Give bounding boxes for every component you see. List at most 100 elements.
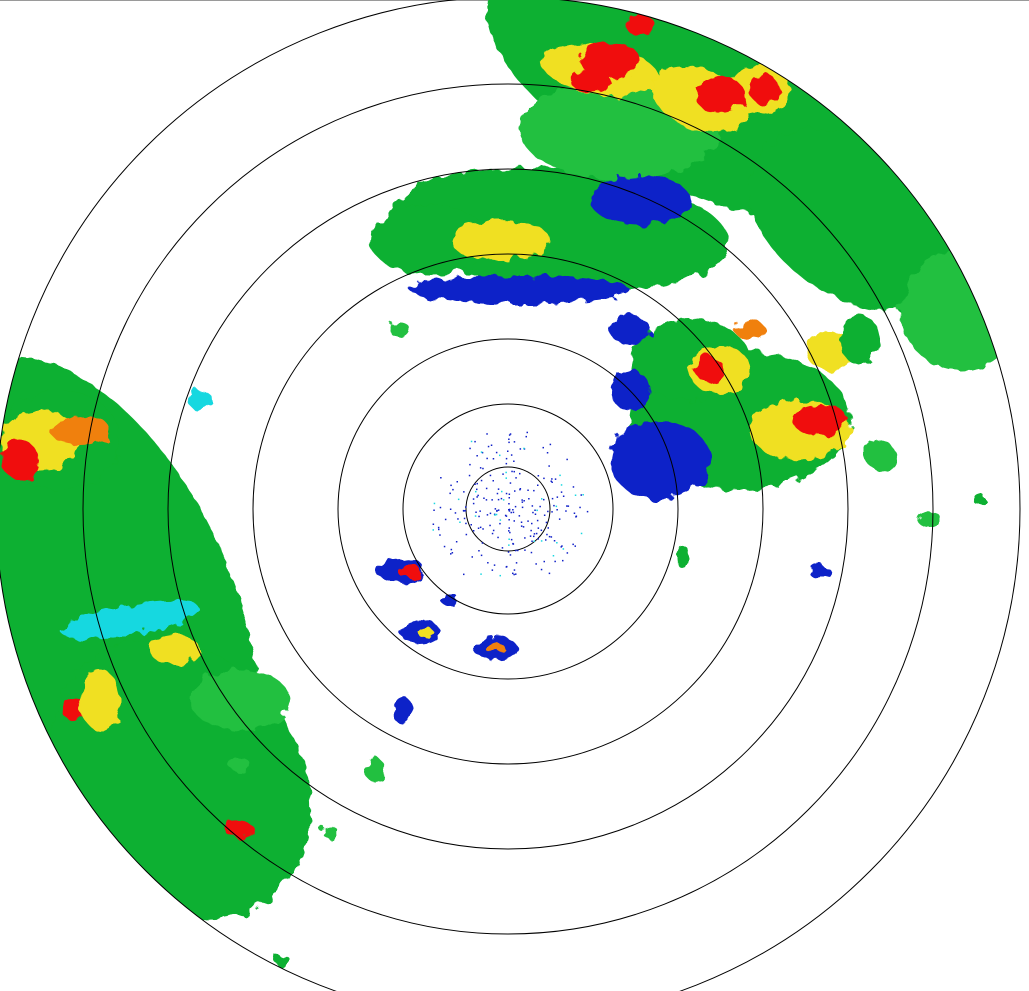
ground-clutter-speck: [508, 538, 510, 540]
ground-clutter-speck: [437, 526, 440, 529]
echo-heavy: [735, 320, 765, 340]
ground-clutter-speck: [572, 486, 575, 488]
ground-clutter-speck: [520, 525, 523, 527]
ground-clutter-speck: [481, 451, 484, 454]
ground-clutter-speck: [555, 505, 558, 508]
ground-clutter-speck: [471, 556, 473, 558]
ground-clutter-speck: [508, 503, 510, 505]
ground-clutter-speck: [553, 504, 555, 507]
echo-moderate-low: [365, 758, 385, 782]
ground-clutter-speck: [574, 545, 576, 547]
ground-clutter-speck: [476, 482, 478, 485]
ground-clutter-speck: [534, 509, 536, 511]
ground-clutter-speck: [472, 502, 475, 505]
ground-clutter-speck: [562, 548, 565, 550]
ground-clutter-speck: [480, 479, 483, 482]
ground-clutter-speck: [545, 539, 547, 541]
ground-clutter-speck: [489, 512, 492, 515]
ground-clutter-speck: [519, 488, 522, 490]
echo-intense: [750, 75, 780, 105]
ground-clutter-speck: [507, 450, 509, 452]
ground-clutter-speck: [546, 533, 548, 536]
ground-clutter-speck: [457, 498, 460, 501]
ground-clutter-speck: [553, 540, 556, 542]
ground-clutter-speck: [575, 515, 578, 517]
ground-clutter-speck: [463, 491, 465, 493]
ground-clutter-speck: [582, 494, 584, 496]
ground-clutter-speck: [513, 441, 516, 443]
ground-clutter-speck: [529, 535, 532, 537]
ground-clutter-speck: [495, 513, 498, 516]
ground-clutter-speck: [472, 498, 475, 500]
ground-clutter-speck: [487, 562, 489, 564]
ground-clutter-speck: [525, 435, 527, 438]
ground-clutter-speck: [531, 505, 534, 507]
ground-clutter-speck: [537, 527, 540, 529]
ground-clutter-speck: [505, 477, 507, 479]
ground-clutter-speck: [496, 510, 498, 512]
ground-clutter-speck: [444, 518, 447, 521]
ground-clutter-speck: [513, 573, 515, 576]
ground-clutter-speck: [487, 445, 490, 448]
ground-clutter-speck: [499, 519, 502, 521]
ground-clutter-speck: [536, 519, 539, 522]
ground-clutter-speck: [559, 474, 561, 477]
range-ring: [252, 253, 764, 765]
ground-clutter-speck: [504, 514, 507, 517]
ground-clutter-speck: [508, 438, 510, 440]
ground-clutter-speck: [508, 493, 511, 495]
ground-clutter-speck: [540, 529, 543, 531]
ground-clutter-speck: [551, 511, 553, 513]
ground-clutter-speck: [474, 515, 477, 517]
ground-clutter-speck: [432, 523, 435, 525]
ground-clutter-speck: [560, 491, 563, 493]
ground-clutter-speck: [560, 484, 563, 486]
ground-clutter-speck: [475, 490, 477, 493]
ground-clutter-speck: [540, 568, 543, 571]
ground-clutter-speck: [556, 542, 558, 544]
ground-clutter-speck: [566, 458, 568, 461]
ground-clutter-speck: [542, 446, 544, 449]
range-ring: [82, 83, 934, 935]
ground-clutter-speck: [548, 535, 551, 538]
echo-moderate-low: [190, 670, 290, 730]
ground-clutter-speck: [572, 543, 574, 546]
ground-clutter-speck: [462, 509, 465, 512]
ground-clutter-speck: [508, 508, 511, 511]
ground-clutter-speck: [463, 573, 465, 576]
ground-clutter-speck: [455, 541, 458, 543]
ground-clutter-speck: [512, 511, 515, 514]
ground-clutter-speck: [457, 518, 459, 520]
ground-clutter-speck: [482, 467, 484, 470]
echo-weak: [610, 315, 650, 345]
ground-clutter-speck: [502, 473, 504, 475]
ground-clutter-speck: [501, 547, 504, 549]
ground-clutter-speck: [537, 475, 540, 477]
echo-moderate-low: [390, 322, 410, 338]
echo-moderate-low: [322, 826, 338, 838]
ground-clutter-speck: [505, 457, 508, 460]
ground-clutter-speck: [533, 533, 536, 535]
ground-clutter-speck: [515, 477, 517, 479]
ground-clutter-speck: [477, 527, 480, 529]
ground-clutter-speck: [468, 474, 471, 477]
echo-moderate: [840, 315, 880, 365]
echo-intense: [792, 405, 848, 435]
ground-clutter-speck: [552, 555, 555, 557]
ground-clutter-speck: [452, 488, 454, 491]
ground-clutter-speck: [454, 512, 457, 514]
ground-clutter-speck: [499, 522, 501, 525]
ground-clutter-speck: [517, 549, 519, 552]
ground-clutter-speck: [510, 454, 513, 456]
ground-clutter-speck: [574, 494, 577, 496]
ground-clutter-speck: [547, 510, 549, 513]
ground-clutter-speck: [474, 483, 476, 485]
ground-clutter-speck: [546, 452, 549, 454]
precipitation-echoes: [0, 0, 1020, 965]
echo-intense: [695, 77, 745, 113]
ground-clutter-speck: [464, 510, 466, 512]
ground-clutter-speck: [505, 471, 507, 474]
ground-clutter-speck: [497, 536, 499, 539]
ground-clutter-speck: [513, 460, 515, 462]
ground-clutter-speck: [526, 431, 528, 434]
